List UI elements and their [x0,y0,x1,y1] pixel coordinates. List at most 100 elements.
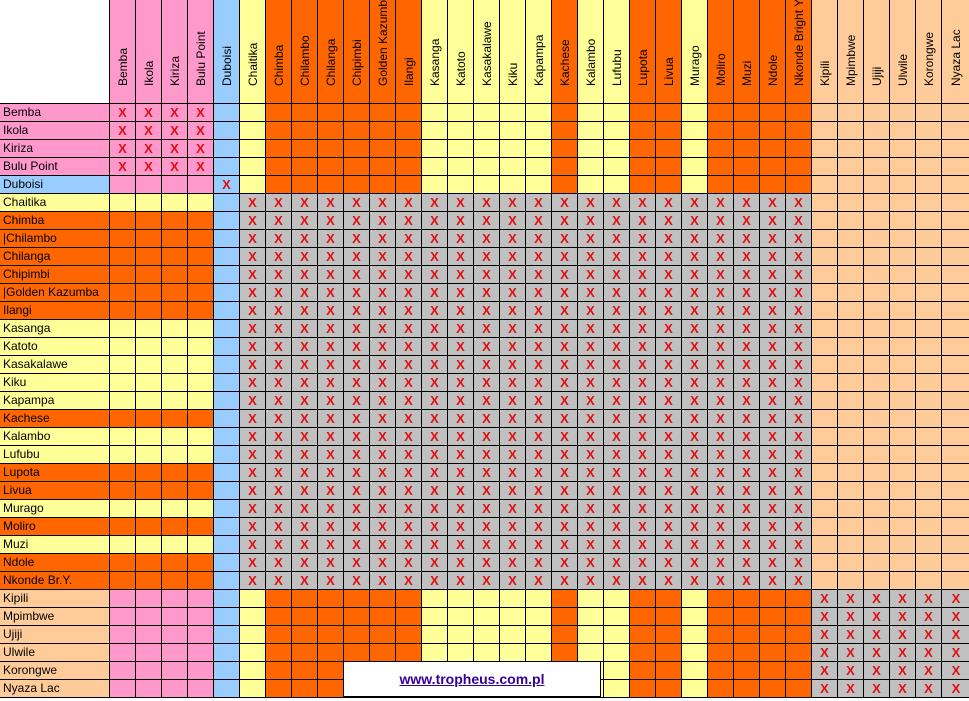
compatible-cell: X [292,410,318,428]
compatible-cell: X [474,428,500,446]
grid-cell [214,248,240,266]
compatible-cell: X [422,284,448,302]
grid-cell [656,644,682,662]
grid-cell [500,608,526,626]
compatible-cell: X [864,662,890,680]
grid-cell [474,176,500,194]
compatible-cell: X [474,194,500,212]
grid-cell [942,104,969,122]
compatible-cell: X [500,194,526,212]
grid-cell [110,590,136,608]
compatible-cell: X [838,680,864,698]
compatible-cell: X [344,428,370,446]
compatible-cell: X [786,284,812,302]
compatible-cell: X [318,536,344,554]
grid-cell [214,500,240,518]
grid-cell [942,194,969,212]
grid-cell [682,122,708,140]
compatible-cell: X [266,284,292,302]
grid-cell [604,122,630,140]
compatible-cell: X [318,500,344,518]
compatible-cell: X [604,230,630,248]
grid-cell [838,356,864,374]
grid-cell [188,194,214,212]
compatible-cell: X [786,266,812,284]
row-label: Chilanga [0,248,110,266]
grid-cell [162,320,188,338]
compatible-cell: X [682,212,708,230]
compatible-cell: X [708,266,734,284]
grid-cell [292,626,318,644]
compatible-cell: X [370,500,396,518]
grid-cell [708,626,734,644]
compatible-cell: X [422,446,448,464]
grid-cell [214,356,240,374]
compatible-cell: X [448,284,474,302]
grid-cell [838,284,864,302]
compatible-cell: X [240,302,266,320]
grid-cell [734,608,760,626]
grid-cell [214,158,240,176]
grid-cell [292,122,318,140]
grid-cell [942,482,969,500]
grid-cell [162,176,188,194]
compatible-cell: X [578,212,604,230]
column-header-label: Moliro [713,53,728,86]
grid-cell [656,662,682,680]
grid-cell [422,140,448,158]
grid-cell [188,482,214,500]
compatible-cell: X [188,104,214,122]
grid-cell [136,608,162,626]
compatible-cell: X [162,122,188,140]
grid-cell [110,446,136,464]
grid-cell [136,248,162,266]
compatible-cell: X [942,626,969,644]
compatible-cell: X [500,446,526,464]
grid-cell [162,536,188,554]
compatible-cell: X [838,608,864,626]
compatible-cell: X [370,230,396,248]
compatible-cell: X [708,554,734,572]
compatible-cell: X [578,464,604,482]
grid-cell [214,392,240,410]
grid-cell [344,104,370,122]
compatible-cell: X [292,248,318,266]
compatible-cell: X [786,374,812,392]
compatible-cell: X [422,428,448,446]
compatible-cell: X [422,536,448,554]
grid-cell [682,158,708,176]
compatible-cell: X [266,428,292,446]
grid-cell [162,230,188,248]
grid-cell [708,176,734,194]
compatible-cell: X [474,464,500,482]
website-link[interactable]: www.tropheus.com.pl [399,671,545,687]
compatible-cell: X [552,374,578,392]
row-label: Mpimbwe [0,608,110,626]
compatible-cell: X [500,428,526,446]
compatible-cell: X [708,212,734,230]
compatible-cell: X [552,266,578,284]
compatible-cell: X [162,104,188,122]
grid-cell [162,212,188,230]
grid-cell [838,392,864,410]
compatible-cell: X [578,356,604,374]
grid-cell [240,158,266,176]
compatible-cell: X [552,338,578,356]
compatible-cell: X [292,212,318,230]
grid-cell [864,446,890,464]
grid-cell [162,608,188,626]
compatible-cell: X [526,320,552,338]
grid-cell [240,626,266,644]
grid-cell [942,428,969,446]
compatible-cell: X [240,212,266,230]
grid-cell [344,140,370,158]
compatible-cell: X [734,248,760,266]
compatible-cell: X [682,356,708,374]
grid-cell [318,176,344,194]
column-header-label: Livua [661,57,676,86]
compatible-cell: X [318,554,344,572]
compatible-cell: X [344,536,370,554]
compatible-cell: X [786,410,812,428]
row-label: Chipimbi [0,266,110,284]
grid-cell [188,248,214,266]
